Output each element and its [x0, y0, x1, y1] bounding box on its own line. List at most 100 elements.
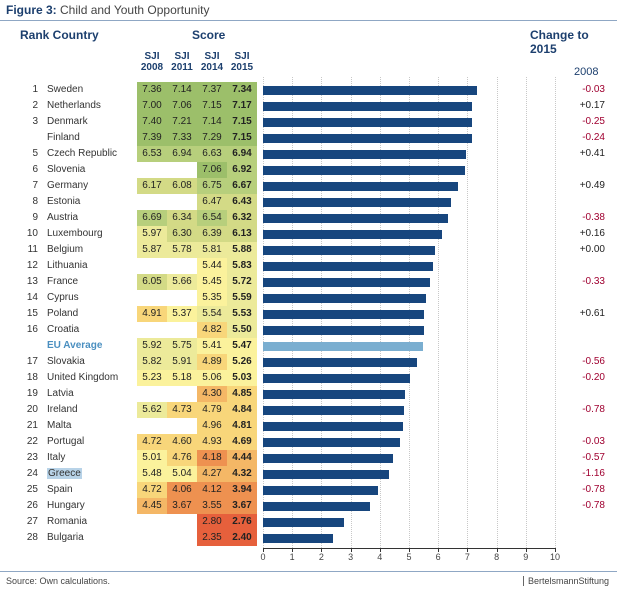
rank-label: 1 — [32, 84, 38, 95]
score-cell-2008: 4.72 — [137, 434, 167, 450]
score-bar — [263, 534, 334, 543]
score-cell-2011: 4.76 — [167, 450, 197, 466]
score-cell-2011: 7.33 — [167, 130, 197, 146]
score-bar — [263, 374, 410, 383]
score-cell-2008: 6.17 — [137, 178, 167, 194]
score-cell-2015: 5.47 — [227, 338, 257, 354]
table-row: 9 Austria 6.69 6.34 6.54 6.32 -0.38 — [0, 210, 617, 226]
table-row: EU Average 5.92 5.75 5.41 5.47 — [0, 338, 617, 354]
score-cell-2011: 6.94 — [167, 146, 197, 162]
score-cell-2014: 6.47 — [197, 194, 227, 210]
change-value: -0.78 — [582, 484, 605, 495]
score-bar — [263, 422, 404, 431]
table-row: 8 Estonia 6.47 6.43 — [0, 194, 617, 210]
score-cell-2014: 4.79 — [197, 402, 227, 418]
score-bar — [263, 358, 417, 367]
change-subheader: 2008 — [574, 66, 599, 78]
score-cell-2014: 4.27 — [197, 466, 227, 482]
country-label: Slovenia — [47, 164, 86, 175]
score-cell-2008: 5.48 — [137, 466, 167, 482]
score-cell-2014: 4.18 — [197, 450, 227, 466]
score-cell-2014: 5.06 — [197, 370, 227, 386]
rank-label: 11 — [27, 244, 38, 255]
score-cell-2008: 5.82 — [137, 354, 167, 370]
score-cell-2014: 2.35 — [197, 530, 227, 546]
score-cell-2008: 7.39 — [137, 130, 167, 146]
score-bar — [263, 86, 478, 95]
country-label: Austria — [47, 212, 79, 223]
score-cell-2008: 5.23 — [137, 370, 167, 386]
score-cell-2014: 2.80 — [197, 514, 227, 530]
gridline — [555, 77, 556, 548]
score-cell-2008: 4.91 — [137, 306, 167, 322]
figure-title: Figure 3: Child and Youth Opportunity — [6, 3, 209, 17]
sji-header-2014: SJI 2014 — [200, 51, 224, 73]
x-tick-label: 1 — [289, 552, 295, 562]
country-label: United Kingdom — [47, 372, 119, 383]
score-cell-2014: 4.30 — [197, 386, 227, 402]
x-tick-label: 5 — [406, 552, 412, 562]
score-cell-2015: 4.32 — [227, 466, 257, 482]
score-cell-2015: 5.88 — [227, 242, 257, 258]
x-tick — [496, 548, 498, 552]
score-cell-2015: 2.76 — [227, 514, 257, 530]
gridline — [467, 77, 469, 548]
x-tick — [321, 548, 323, 552]
score-bar — [263, 342, 423, 351]
score-cell-2015: 7.17 — [227, 98, 257, 114]
score-cell-2014: 3.55 — [197, 498, 227, 514]
score-cell-2014: 5.41 — [197, 338, 227, 354]
score-cell-2011: 5.04 — [167, 466, 197, 482]
score-bar — [263, 214, 448, 223]
score-cell-2011: 5.66 — [167, 274, 197, 290]
x-tick — [438, 548, 440, 552]
score-bar — [263, 278, 431, 287]
score-cell-2015: 5.72 — [227, 274, 257, 290]
rank-label: 26 — [26, 500, 38, 511]
score-cell-2011: 7.21 — [167, 114, 197, 130]
gridline — [496, 77, 498, 548]
change-value: -0.78 — [582, 500, 605, 511]
score-bar — [263, 326, 424, 335]
rank-label: 9 — [32, 212, 38, 223]
score-cell-2015: 5.59 — [227, 290, 257, 306]
table-row: 12 Lithuania 5.44 5.83 — [0, 258, 617, 274]
score-cell-2011: 5.78 — [167, 242, 197, 258]
x-tick — [379, 548, 381, 552]
sji-header-2011: SJI 2011 — [171, 51, 193, 73]
x-tick — [409, 548, 410, 552]
country-label: Slovakia — [47, 356, 85, 367]
score-cell-2014: 5.35 — [197, 290, 227, 306]
table-row: 14 Cyprus 5.35 5.59 — [0, 290, 617, 306]
score-cell-2014: 6.39 — [197, 226, 227, 242]
score-bar — [263, 134, 472, 143]
score-cell-2014: 7.06 — [197, 162, 227, 178]
x-tick-label: 6 — [435, 552, 441, 562]
score-cell-2014: 6.54 — [197, 210, 227, 226]
change-header: Change to 2015 — [530, 28, 589, 56]
country-label: Hungary — [47, 500, 85, 511]
country-label: Croatia — [47, 324, 80, 335]
country-label: Malta — [47, 420, 72, 431]
source-note: Source: Own calculations. — [6, 576, 111, 586]
score-cell-2015: 7.15 — [227, 114, 257, 130]
score-cell-2011: 4.60 — [167, 434, 197, 450]
score-bar — [263, 486, 379, 495]
change-value: -0.78 — [582, 404, 605, 415]
x-tick-label: 4 — [377, 552, 383, 562]
change-value: -1.16 — [582, 468, 605, 479]
change-value: -0.20 — [582, 372, 605, 383]
country-label: Czech Republic — [47, 148, 118, 159]
score-cell-2014: 4.96 — [197, 418, 227, 434]
score-cell-2015: 6.92 — [227, 162, 257, 178]
country-label: Estonia — [47, 196, 81, 207]
score-cell-2014: 7.29 — [197, 130, 227, 146]
sji-header-2008: SJI 2008 — [140, 51, 164, 73]
change-value: -0.03 — [582, 436, 605, 447]
table-row: 6 Slovenia 7.06 6.92 — [0, 162, 617, 178]
score-cell-2011: 5.18 — [167, 370, 197, 386]
score-cell-2008: 5.97 — [137, 226, 167, 242]
score-bar — [263, 470, 390, 479]
rank-label: 21 — [26, 420, 38, 431]
rank-label: 16 — [26, 324, 38, 335]
